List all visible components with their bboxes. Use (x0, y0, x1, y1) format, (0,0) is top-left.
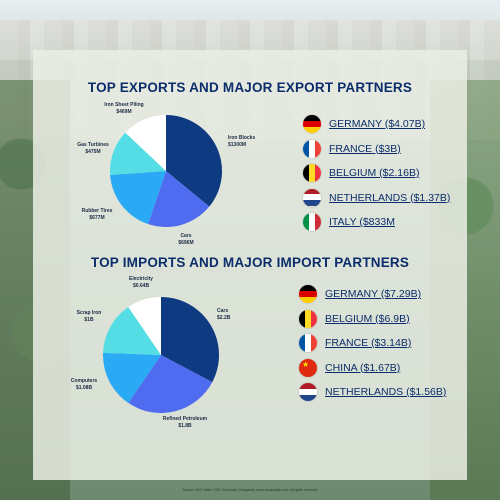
partner-link[interactable]: ITALY ($833M (329, 216, 395, 228)
slice-category-label: Computers (71, 378, 98, 384)
slice-value-label: $1.8B (178, 423, 192, 429)
slice-value-label: $475M (85, 149, 100, 155)
partner-link[interactable]: FRANCE ($3.14B) (325, 337, 412, 349)
pie-slice-electricity (128, 297, 161, 355)
slice-category-label: Cars (180, 233, 191, 239)
netherlands-flag-icon (303, 188, 321, 207)
partner-link[interactable]: NETHERLANDS ($1.37B) (329, 191, 451, 204)
partner-link[interactable]: BELGIUM ($6.9B) (325, 312, 410, 325)
germany-flag-icon (299, 285, 317, 303)
partner-link[interactable]: BELGIUM ($2.16B) (329, 167, 420, 179)
partner-link[interactable]: GERMANY ($4.07B) (329, 118, 426, 130)
partner-item[interactable]: ★ CHINA ($1.67B) (299, 358, 400, 378)
slice-category-label: Rubber Tires (82, 208, 113, 214)
belgium-flag-icon (303, 164, 321, 182)
exports-title: TOP EXPORTS AND MAJOR EXPORT PARTNERS (87, 80, 413, 95)
italy-flag-icon (303, 213, 321, 231)
germany-flag-icon (303, 115, 321, 133)
france-flag-icon (299, 334, 317, 352)
slice-value-label: $469M (116, 109, 131, 115)
source-footer: Source: 2017 data / OEC Exclusive Compac… (182, 488, 318, 492)
partner-link[interactable]: CHINA ($1.67B) (325, 361, 401, 374)
pie-slice-computers (103, 352, 161, 403)
exports-pie-chart: Iron Blocks$1300M Cars$696M Rubber Tires$6… (77, 102, 255, 246)
partner-link[interactable]: GERMANY ($7.29B) (325, 288, 422, 300)
slice-category-label: Electricity (129, 276, 153, 282)
partner-item[interactable]: BELGIUM ($2.16B) (303, 163, 419, 183)
belgium-flag-icon (299, 309, 317, 328)
partner-link[interactable]: NETHERLANDS ($1.56B) (325, 386, 447, 398)
pie-slice-gas-turbines (110, 132, 166, 175)
slice-value-label: $1.08B (76, 385, 93, 391)
partner-item[interactable]: ITALY ($833M (303, 212, 395, 232)
slice-value-label: $0.64B (133, 283, 150, 289)
slice-category-label: Refined Petroleum (163, 416, 208, 422)
france-flag-icon (303, 139, 321, 158)
slice-value-label: $696M (178, 240, 193, 246)
pie-slice-rubber-tires (110, 171, 166, 225)
slice-category-label: Cars (217, 308, 228, 314)
slice-value-label: $1300M (228, 142, 246, 148)
imports-pie-chart: Cars$2.2B Refined Petroleum$1.8B Computers… (71, 276, 231, 429)
slice-category-label: Iron Sheet Piling (104, 102, 143, 108)
slice-category-label: Scrap Iron (77, 310, 102, 316)
pie-slice-refined-petroleum (128, 355, 213, 413)
pie-slice-cars (161, 297, 219, 383)
pie-slice-cars (148, 171, 210, 227)
partner-item[interactable]: GERMANY ($7.29B) (299, 284, 421, 304)
partner-item[interactable]: GERMANY ($4.07B) (303, 114, 425, 134)
pie-slice-iron-blocks (166, 115, 223, 207)
slice-category-label: Gas Turbines (77, 142, 109, 148)
imports-title: TOP IMPORTS AND MAJOR IMPORT PARTNERS (90, 255, 410, 270)
infographic-panel: TOP EXPORTS AND MAJOR EXPORT PARTNERS Ir… (33, 50, 467, 480)
pie-slice-iron-sheet-piling (125, 115, 166, 171)
pie-slice-scrap-iron (103, 307, 161, 355)
slice-value-label: $2.2B (217, 315, 231, 321)
partner-item[interactable]: NETHERLANDS ($1.37B) (303, 188, 450, 208)
slice-category-label: Iron Blocks (228, 135, 255, 141)
slice-value-label: $677M (89, 215, 104, 221)
partner-item[interactable]: BELGIUM ($6.9B) (299, 309, 410, 329)
netherlands-flag-icon (299, 383, 317, 401)
china-flag-icon: ★ (299, 358, 317, 377)
partner-link[interactable]: FRANCE ($3B) (329, 142, 401, 155)
partner-item[interactable]: FRANCE ($3B) (303, 139, 401, 159)
slice-value-label: $1B (84, 317, 94, 323)
partner-item[interactable]: NETHERLANDS ($1.56B) (299, 382, 446, 402)
partner-item[interactable]: FRANCE ($3.14B) (299, 333, 411, 353)
